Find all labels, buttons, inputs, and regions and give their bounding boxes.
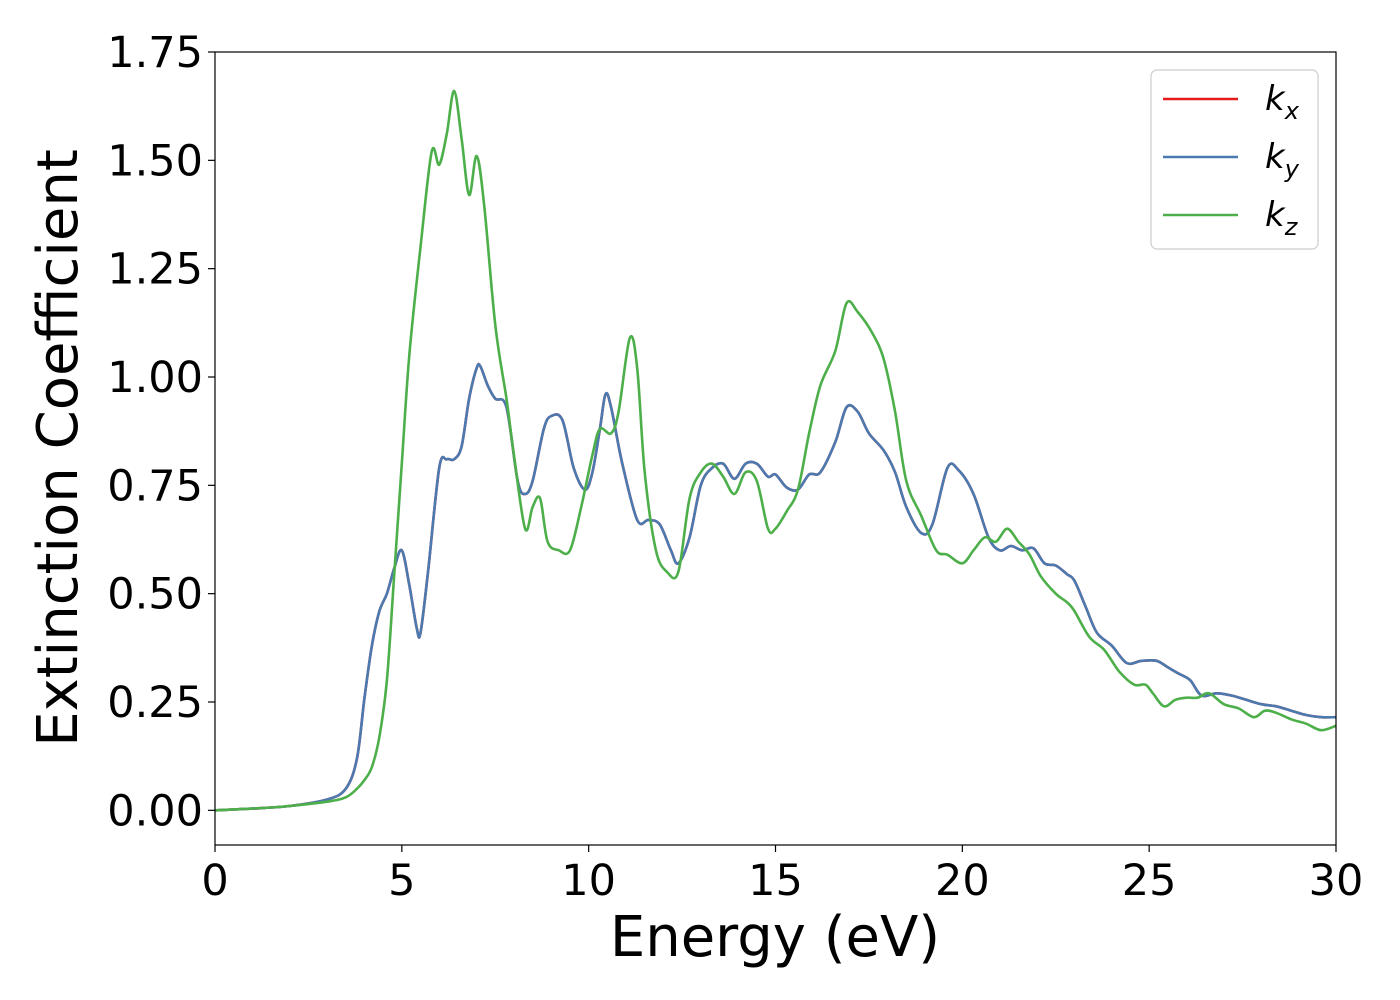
legend-label-y: ky (1265, 137, 1300, 183)
y-tick-label: 1.75 (107, 28, 203, 78)
x-tick-label: 5 (388, 856, 415, 906)
y-tick-label: 0.00 (107, 786, 203, 836)
legend-label-subscript: y (1284, 155, 1300, 183)
legend-label-subscript: x (1284, 97, 1300, 125)
legend-label-z: kz (1265, 195, 1299, 241)
series-layer (215, 89, 1336, 812)
y-tick-label: 1.00 (107, 353, 203, 403)
y-tick-label: 0.75 (107, 461, 203, 511)
legend-label-subscript: z (1284, 213, 1299, 241)
x-tick-label: 0 (201, 856, 228, 906)
y-tick-label: 1.25 (107, 245, 203, 295)
x-tick-label: 30 (1309, 856, 1364, 906)
y-tick-label: 0.50 (107, 570, 203, 620)
y-tick-label: 1.50 (107, 136, 203, 186)
x-tick-label: 25 (1122, 856, 1177, 906)
legend-label-x: kx (1265, 79, 1300, 125)
x-tick-label: 15 (748, 856, 803, 906)
x-tick-label: 20 (935, 856, 990, 906)
series-line-z (215, 89, 1336, 812)
legend-label-main: k (1265, 195, 1286, 235)
x-tick-label: 10 (561, 856, 616, 906)
y-axis-title: Extinction Coefficient (26, 149, 91, 747)
y-tick-label: 0.25 (107, 678, 203, 728)
x-axis-title: Energy (eV) (610, 905, 940, 970)
legend-box (1150, 69, 1319, 250)
series-line-y (215, 362, 1336, 812)
legend-label-main: k (1265, 137, 1286, 177)
x-axis: 0 5 10 15 20 25 30 (201, 845, 1363, 906)
legend-label-main: k (1265, 79, 1286, 119)
y-axis: 0.00 0.25 0.50 0.75 1.00 1.25 1.50 1.75 (107, 28, 215, 836)
